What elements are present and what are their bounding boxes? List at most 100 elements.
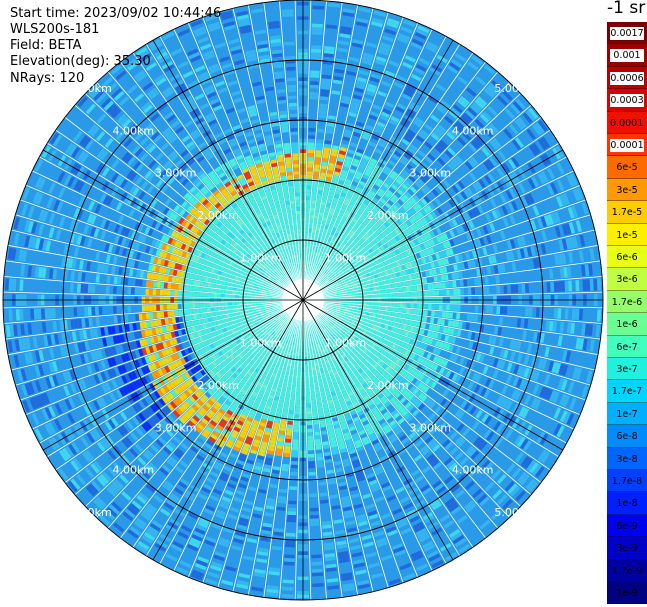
range-gate-cell bbox=[395, 147, 404, 155]
range-gate-cell bbox=[471, 55, 484, 66]
range-gate-cell bbox=[384, 70, 396, 78]
range-gate-cell bbox=[457, 98, 468, 108]
range-gate-cell bbox=[408, 161, 417, 169]
range-gate-cell bbox=[312, 406, 317, 411]
range-gate-cell bbox=[418, 110, 428, 119]
range-gate-cell bbox=[323, 239, 328, 244]
range-gate-cell bbox=[320, 238, 325, 243]
range-gate-cell bbox=[350, 221, 356, 227]
range-gate-cell bbox=[345, 235, 351, 241]
range-gate-cell bbox=[406, 51, 418, 60]
range-gate-cell bbox=[359, 180, 366, 187]
range-gate-cell bbox=[337, 202, 343, 208]
range-gate-cell bbox=[385, 202, 392, 209]
range-gate-cell bbox=[341, 265, 346, 270]
range-gate-cell bbox=[308, 268, 311, 273]
range-gate-cell bbox=[346, 152, 354, 158]
range-gate-cell bbox=[376, 121, 386, 128]
range-gate-cell bbox=[352, 256, 357, 261]
range-gate-cell bbox=[304, 360, 308, 365]
range-gate-cell bbox=[307, 149, 314, 154]
range-gate-cell bbox=[389, 56, 401, 64]
range-gate-cell bbox=[307, 246, 310, 251]
range-gate-cell bbox=[366, 38, 378, 45]
range-gate-cell bbox=[312, 5, 325, 10]
range-gate-cell bbox=[521, 307, 526, 317]
range-gate-cell bbox=[310, 539, 321, 545]
range-gate-cell bbox=[343, 84, 353, 91]
range-gate-cell bbox=[395, 164, 403, 172]
range-gate-cell bbox=[367, 83, 378, 90]
range-gate-cell bbox=[373, 10, 386, 18]
range-gate-cell bbox=[342, 11, 355, 18]
range-gate-cell bbox=[367, 302, 371, 305]
range-gate-cell bbox=[363, 301, 368, 305]
range-gate-cell bbox=[308, 360, 311, 364]
range-gate-cell bbox=[370, 302, 375, 306]
range-gate-cell bbox=[382, 35, 394, 43]
range-gate-cell bbox=[306, 403, 311, 408]
range-gate-cell bbox=[475, 151, 485, 162]
range-gate-cell bbox=[390, 88, 401, 96]
range-gate-cell bbox=[464, 129, 474, 139]
range-gate-cell bbox=[376, 52, 388, 60]
range-gate-cell bbox=[365, 90, 375, 97]
range-gate-cell bbox=[483, 128, 494, 138]
range-gate-cell bbox=[378, 175, 386, 182]
range-gate-cell bbox=[316, 281, 320, 285]
range-gate-cell bbox=[373, 62, 385, 70]
range-gate-cell bbox=[330, 152, 338, 157]
range-gate-cell bbox=[306, 407, 312, 411]
range-gate-cell bbox=[344, 197, 351, 203]
range-gate-cell bbox=[330, 238, 335, 244]
range-gate-cell bbox=[481, 67, 493, 78]
range-gate-cell bbox=[329, 104, 338, 110]
range-gate-cell bbox=[317, 474, 326, 479]
range-gate-cell bbox=[445, 189, 454, 198]
range-gate-cell bbox=[314, 284, 318, 288]
range-gate-cell bbox=[342, 246, 347, 251]
range-gate-cell bbox=[348, 145, 356, 151]
range-gate-cell bbox=[344, 243, 350, 249]
range-gate-cell bbox=[310, 66, 320, 71]
range-gate-cell bbox=[381, 135, 390, 142]
range-gate-cell bbox=[515, 98, 526, 110]
range-gate-cell bbox=[355, 151, 363, 158]
range-gate-cell bbox=[460, 115, 471, 125]
range-gate-cell bbox=[381, 224, 387, 230]
range-gate-cell bbox=[405, 314, 410, 319]
range-gate-cell bbox=[315, 204, 321, 209]
range-gate-cell bbox=[398, 287, 403, 292]
range-gate-cell bbox=[546, 307, 551, 318]
range-gate-cell bbox=[311, 34, 323, 39]
range-gate-cell bbox=[337, 157, 344, 163]
range-gate-cell bbox=[379, 114, 389, 122]
range-gate-cell bbox=[307, 435, 314, 440]
range-gate-cell bbox=[341, 18, 354, 25]
range-gate-cell bbox=[339, 146, 347, 152]
range-gate-cell bbox=[353, 263, 358, 269]
range-gate-cell bbox=[382, 205, 389, 212]
range-gate-cell bbox=[462, 147, 472, 157]
range-gate-cell bbox=[341, 241, 347, 246]
range-gate-cell bbox=[327, 271, 332, 276]
range-gate-cell bbox=[306, 199, 311, 204]
range-gate-cell bbox=[337, 261, 342, 266]
range-gate-cell bbox=[327, 195, 333, 201]
range-gate-cell bbox=[445, 177, 454, 186]
range-gate-cell bbox=[327, 115, 336, 120]
range-gate-cell bbox=[353, 35, 365, 42]
range-gate-cell bbox=[474, 75, 486, 86]
range-gate-cell bbox=[400, 26, 413, 34]
range-gate-cell bbox=[339, 244, 344, 249]
range-gate-cell bbox=[311, 568, 323, 573]
range-gate-cell bbox=[406, 303, 411, 308]
range-gate-cell bbox=[319, 278, 323, 283]
range-gate-cell bbox=[318, 186, 324, 191]
range-gate-cell bbox=[452, 142, 461, 151]
range-gate-cell bbox=[313, 222, 317, 227]
range-gate-cell bbox=[422, 104, 432, 113]
range-gate-cell bbox=[310, 518, 320, 523]
range-gate-cell bbox=[429, 165, 438, 174]
range-gate-cell bbox=[463, 305, 468, 312]
